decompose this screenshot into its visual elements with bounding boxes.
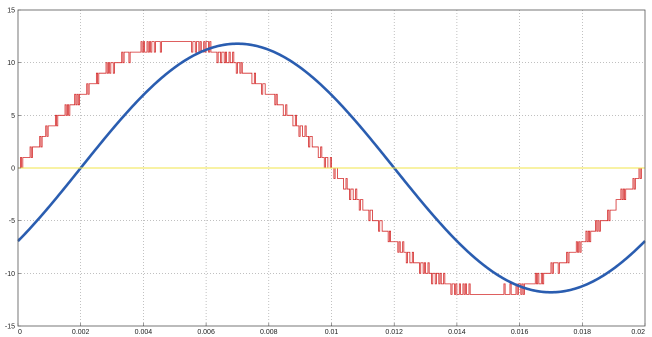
y-tick-label: 15: [7, 8, 15, 15]
x-tick-label: 0.008: [260, 329, 278, 336]
series-group: [17, 41, 646, 295]
x-tick-label: 0: [18, 329, 22, 336]
y-tick-label: 10: [7, 60, 15, 67]
series-fundamental: [17, 42, 646, 294]
y-tick-label: -15: [5, 324, 15, 331]
x-tick-label: 0.004: [135, 329, 153, 336]
x-tick-label: 0.018: [574, 329, 592, 336]
x-axis-ticks: 0 0.002 0.004 0.006 0.008 0.01 0.012 0.014 0.016…: [17, 323, 646, 336]
y-tick-label: -10: [5, 271, 15, 278]
y-tick-label: -5: [9, 218, 15, 225]
x-tick-label: 0.006: [197, 329, 215, 336]
y-tick-label: 0: [11, 166, 15, 173]
x-tick-label: 0.014: [448, 329, 466, 336]
x-tick-label: 0.01: [325, 329, 339, 336]
plot-frame: [17, 9, 646, 327]
x-tick-label: 0.02: [631, 329, 645, 336]
y-tick-label: 5: [11, 113, 15, 120]
x-tick-label: 0.016: [511, 329, 529, 336]
x-tick-label: 0.002: [72, 329, 90, 336]
x-tick-label: 0.012: [385, 329, 403, 336]
